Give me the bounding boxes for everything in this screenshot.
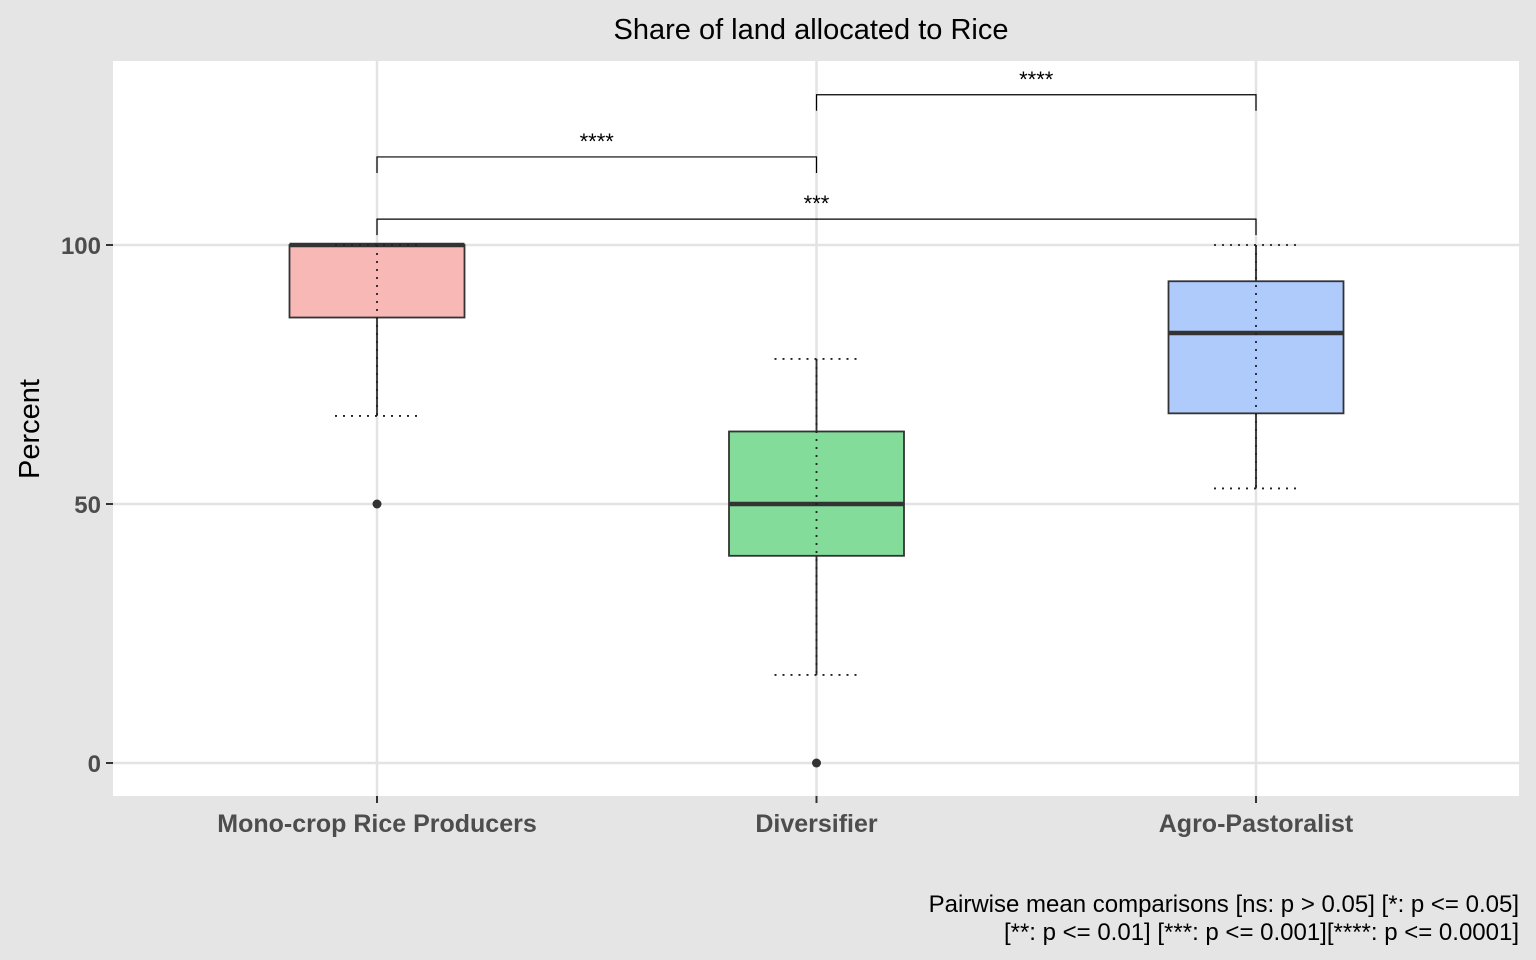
box-body [728, 430, 905, 557]
x-tick-label: Diversifier [755, 810, 878, 838]
comparison-bracket [376, 156, 818, 173]
box-2 [1167, 244, 1345, 490]
axes: 0 50 100 Mono-crop Rice Producers Diversifie… [61, 233, 1354, 838]
caption-line-2: [**: p <= 0.01] [***: p <= 0.001][****: … [1004, 919, 1519, 946]
y-tick-label: 0 [88, 751, 101, 778]
outlier-point [372, 499, 382, 509]
box-body [288, 244, 466, 319]
box-1 [728, 358, 905, 768]
chart-title: Share of land allocated to Rice [614, 14, 1009, 46]
caption-line-1: Pairwise mean comparisons [ns: p > 0.05]… [929, 891, 1519, 918]
boxes [288, 242, 1345, 768]
x-tick-label: Mono-crop Rice Producers [217, 810, 537, 838]
y-tick-label: 100 [61, 233, 101, 260]
y-axis-label: Percent [14, 379, 46, 479]
comparison-bracket [815, 94, 1257, 111]
x-tick-label: Agro-Pastoralist [1159, 810, 1354, 838]
y-tick-label: 50 [74, 492, 101, 519]
significance-brackets: *********** [376, 67, 1257, 236]
comparison-bracket [376, 218, 1257, 236]
box-0 [288, 242, 466, 509]
comparison-label: *** [804, 191, 830, 216]
outlier-point [812, 758, 821, 768]
comparison-label: **** [580, 129, 615, 154]
comparison-label: **** [1019, 67, 1054, 92]
